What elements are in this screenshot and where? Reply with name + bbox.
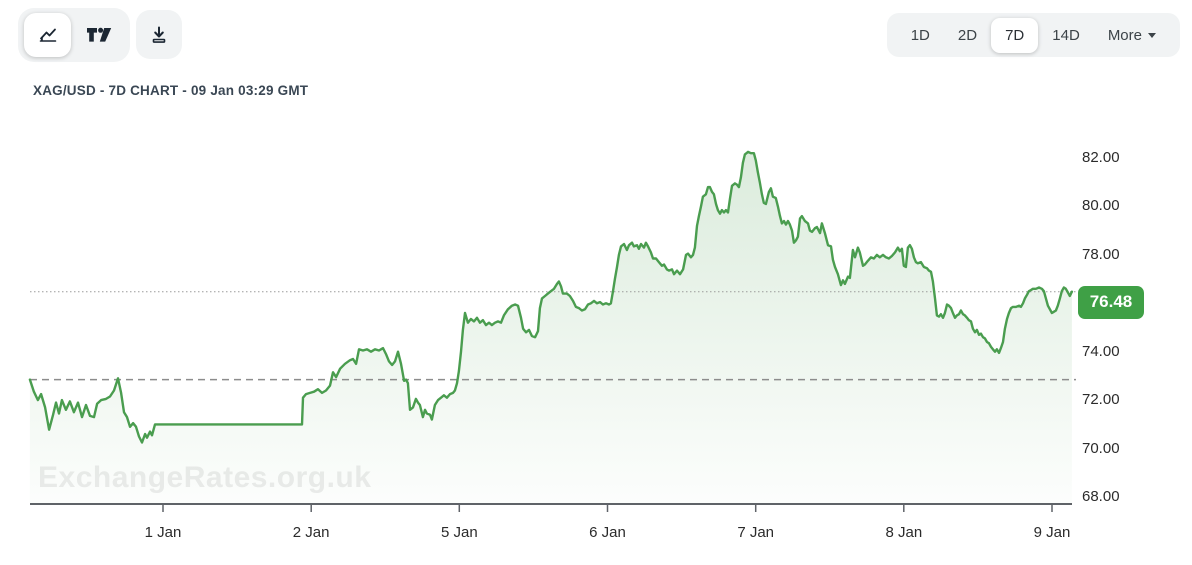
y-axis-label: 80.00: [1082, 197, 1120, 215]
x-axis-label: 6 Jan: [589, 524, 626, 541]
period-selector: 1D 2D 7D 14D More: [886, 13, 1180, 57]
download-icon: [152, 26, 166, 43]
area-chart-icon: [39, 28, 56, 42]
tradingview-chart-button[interactable]: [71, 8, 127, 62]
x-axis-label: 8 Jan: [885, 524, 923, 541]
chart-type-toggle: [18, 8, 130, 62]
area-chart-type-button[interactable]: [24, 13, 71, 57]
period-more-label: More: [1107, 26, 1142, 44]
x-axis-label: 7 Jan: [737, 524, 775, 541]
x-axis-label: 5 Jan: [440, 524, 478, 541]
caret-down-icon: [1148, 32, 1156, 38]
y-axis-label: 74.00: [1082, 342, 1120, 360]
download-button[interactable]: [136, 10, 182, 59]
price-line: [28, 150, 1074, 444]
tradingview-icon: [87, 27, 112, 42]
y-axis-label: 78.00: [1082, 245, 1120, 263]
y-axis-label: 72.00: [1082, 391, 1120, 409]
period-button-1d[interactable]: 1D: [897, 18, 944, 53]
current-price-badge: 76.48: [1078, 285, 1144, 319]
chart-title: XAG/USD - 7D CHART - 09 Jan 03:29 GMT: [33, 83, 309, 98]
area-fill: [29, 151, 1072, 504]
y-axis-label: 68.00: [1082, 487, 1120, 505]
period-button-7d[interactable]: 7D: [991, 17, 1039, 53]
x-axis-label: 9 Jan: [1033, 524, 1071, 541]
period-button-14d[interactable]: 14D: [1038, 18, 1094, 53]
x-axis-label: 1 Jan: [144, 524, 182, 541]
x-axis-label: 2 Jan: [292, 524, 330, 541]
y-axis-label: 70.00: [1082, 439, 1120, 457]
period-more-button[interactable]: More: [1094, 18, 1170, 53]
period-button-2d[interactable]: 2D: [944, 18, 991, 53]
y-axis-label: 82.00: [1082, 149, 1120, 166]
